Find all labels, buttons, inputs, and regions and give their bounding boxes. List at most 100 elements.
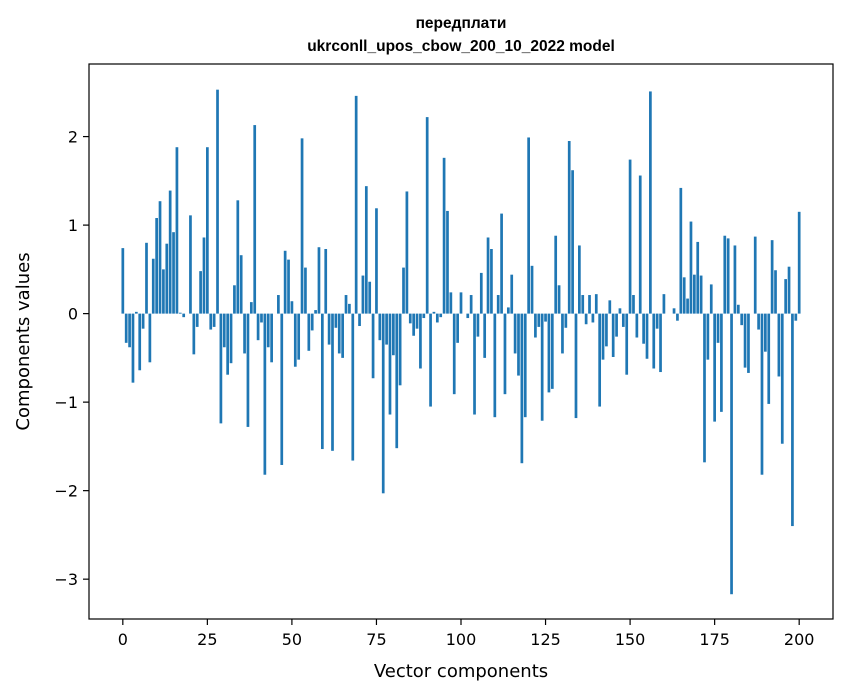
bar-component-160 xyxy=(662,294,666,314)
bar-component-73 xyxy=(368,281,372,314)
bar-component-72 xyxy=(364,186,368,314)
bar-component-31 xyxy=(226,313,230,375)
bar-component-156 xyxy=(649,91,652,314)
bar-component-109 xyxy=(490,249,493,314)
bar-component-176 xyxy=(716,313,720,343)
bar-component-25 xyxy=(206,147,209,314)
bar-component-46 xyxy=(277,295,280,314)
bar-component-102 xyxy=(466,313,470,319)
bar-component-141 xyxy=(598,313,602,407)
bar-component-195 xyxy=(780,313,784,444)
bar-component-88 xyxy=(419,313,422,369)
bar-component-127 xyxy=(550,313,554,389)
bar-component-139 xyxy=(591,313,595,323)
bar-component-171 xyxy=(699,275,703,314)
x-tick-label-50: 50 xyxy=(282,630,302,649)
bar-component-172 xyxy=(703,313,706,463)
bar-component-149 xyxy=(625,313,629,375)
bar-component-164 xyxy=(676,313,679,321)
bar-component-90 xyxy=(425,117,429,314)
bar-component-8 xyxy=(148,313,152,363)
bar-component-18 xyxy=(182,313,186,318)
bar-component-70 xyxy=(358,313,361,327)
x-tick-label-175: 175 xyxy=(699,630,730,649)
bar-component-98 xyxy=(452,313,456,395)
bar-component-16 xyxy=(175,147,179,314)
y-tick-label-0: 0 xyxy=(68,305,78,324)
y-tick-label-1: 1 xyxy=(68,216,78,235)
bar-component-9 xyxy=(151,258,155,314)
bar-component-145 xyxy=(611,313,615,357)
bar-component-110 xyxy=(493,313,497,418)
x-tick-label-75: 75 xyxy=(366,630,386,649)
bar-component-5 xyxy=(138,313,142,371)
bar-component-116 xyxy=(513,313,517,354)
bar-component-41 xyxy=(260,313,263,323)
bar-component-185 xyxy=(747,313,750,373)
bar-component-183 xyxy=(740,313,744,326)
bar-component-93 xyxy=(435,313,439,323)
x-tick-label-25: 25 xyxy=(197,630,217,649)
bar-component-140 xyxy=(594,294,598,314)
bar-component-20 xyxy=(189,215,192,314)
bar-component-82 xyxy=(398,313,402,386)
bar-component-190 xyxy=(764,313,767,352)
bar-component-71 xyxy=(361,275,365,314)
bar-component-60 xyxy=(324,249,328,314)
bar-component-111 xyxy=(496,295,500,314)
bar-component-69 xyxy=(354,95,358,314)
bar-component-83 xyxy=(402,267,405,314)
bar-component-178 xyxy=(723,235,727,314)
bar-component-28 xyxy=(216,89,219,314)
bar-component-175 xyxy=(713,313,716,422)
bar-component-96 xyxy=(446,210,449,314)
bar-component-30 xyxy=(222,313,226,348)
bar-component-168 xyxy=(689,221,693,314)
bar-component-105 xyxy=(476,313,480,337)
bar-component-24 xyxy=(202,237,206,314)
bar-component-86 xyxy=(412,313,416,336)
y-axis-ticks: −3 −2 −1 0 1 2 xyxy=(54,128,89,589)
bar-component-197 xyxy=(787,266,791,314)
bar-component-67 xyxy=(348,303,351,314)
bar-component-43 xyxy=(266,313,270,348)
x-tick-label-125: 125 xyxy=(530,630,561,649)
bar-component-91 xyxy=(429,313,432,407)
bar-component-10 xyxy=(155,218,158,314)
y-axis-label: Components values xyxy=(13,252,34,430)
bar-component-187 xyxy=(753,236,757,314)
y-tick-label--2: −2 xyxy=(54,482,78,501)
bar-series xyxy=(121,89,801,595)
bar-component-192 xyxy=(770,240,774,314)
bar-component-131 xyxy=(564,313,568,328)
bar-component-199 xyxy=(794,313,798,321)
bar-component-177 xyxy=(720,313,723,412)
bar-component-62 xyxy=(331,313,334,451)
bar-component-151 xyxy=(632,295,635,314)
bar-component-129 xyxy=(557,285,561,314)
bar-component-59 xyxy=(320,313,324,450)
bar-component-191 xyxy=(767,313,771,404)
bar-component-42 xyxy=(263,313,267,475)
bar-component-15 xyxy=(172,232,175,314)
x-axis-ticks: 0 25 50 75 100 125 150 175 200 xyxy=(118,619,814,649)
bar-component-54 xyxy=(304,267,307,314)
bar-component-179 xyxy=(726,238,730,314)
bar-component-165 xyxy=(679,187,683,314)
bar-component-169 xyxy=(692,274,696,314)
bar-component-138 xyxy=(588,295,591,314)
bar-component-124 xyxy=(540,313,544,421)
x-tick-label-100: 100 xyxy=(446,630,477,649)
bar-component-37 xyxy=(246,313,250,427)
chart-title-line1: передплати xyxy=(416,15,507,32)
bar-component-97 xyxy=(449,292,453,314)
bar-component-22 xyxy=(195,313,199,327)
bar-component-57 xyxy=(314,310,317,314)
bar-component-196 xyxy=(784,279,788,314)
y-tick-label--3: −3 xyxy=(54,570,78,589)
bar-component-113 xyxy=(503,313,507,395)
bar-component-100 xyxy=(459,292,463,314)
